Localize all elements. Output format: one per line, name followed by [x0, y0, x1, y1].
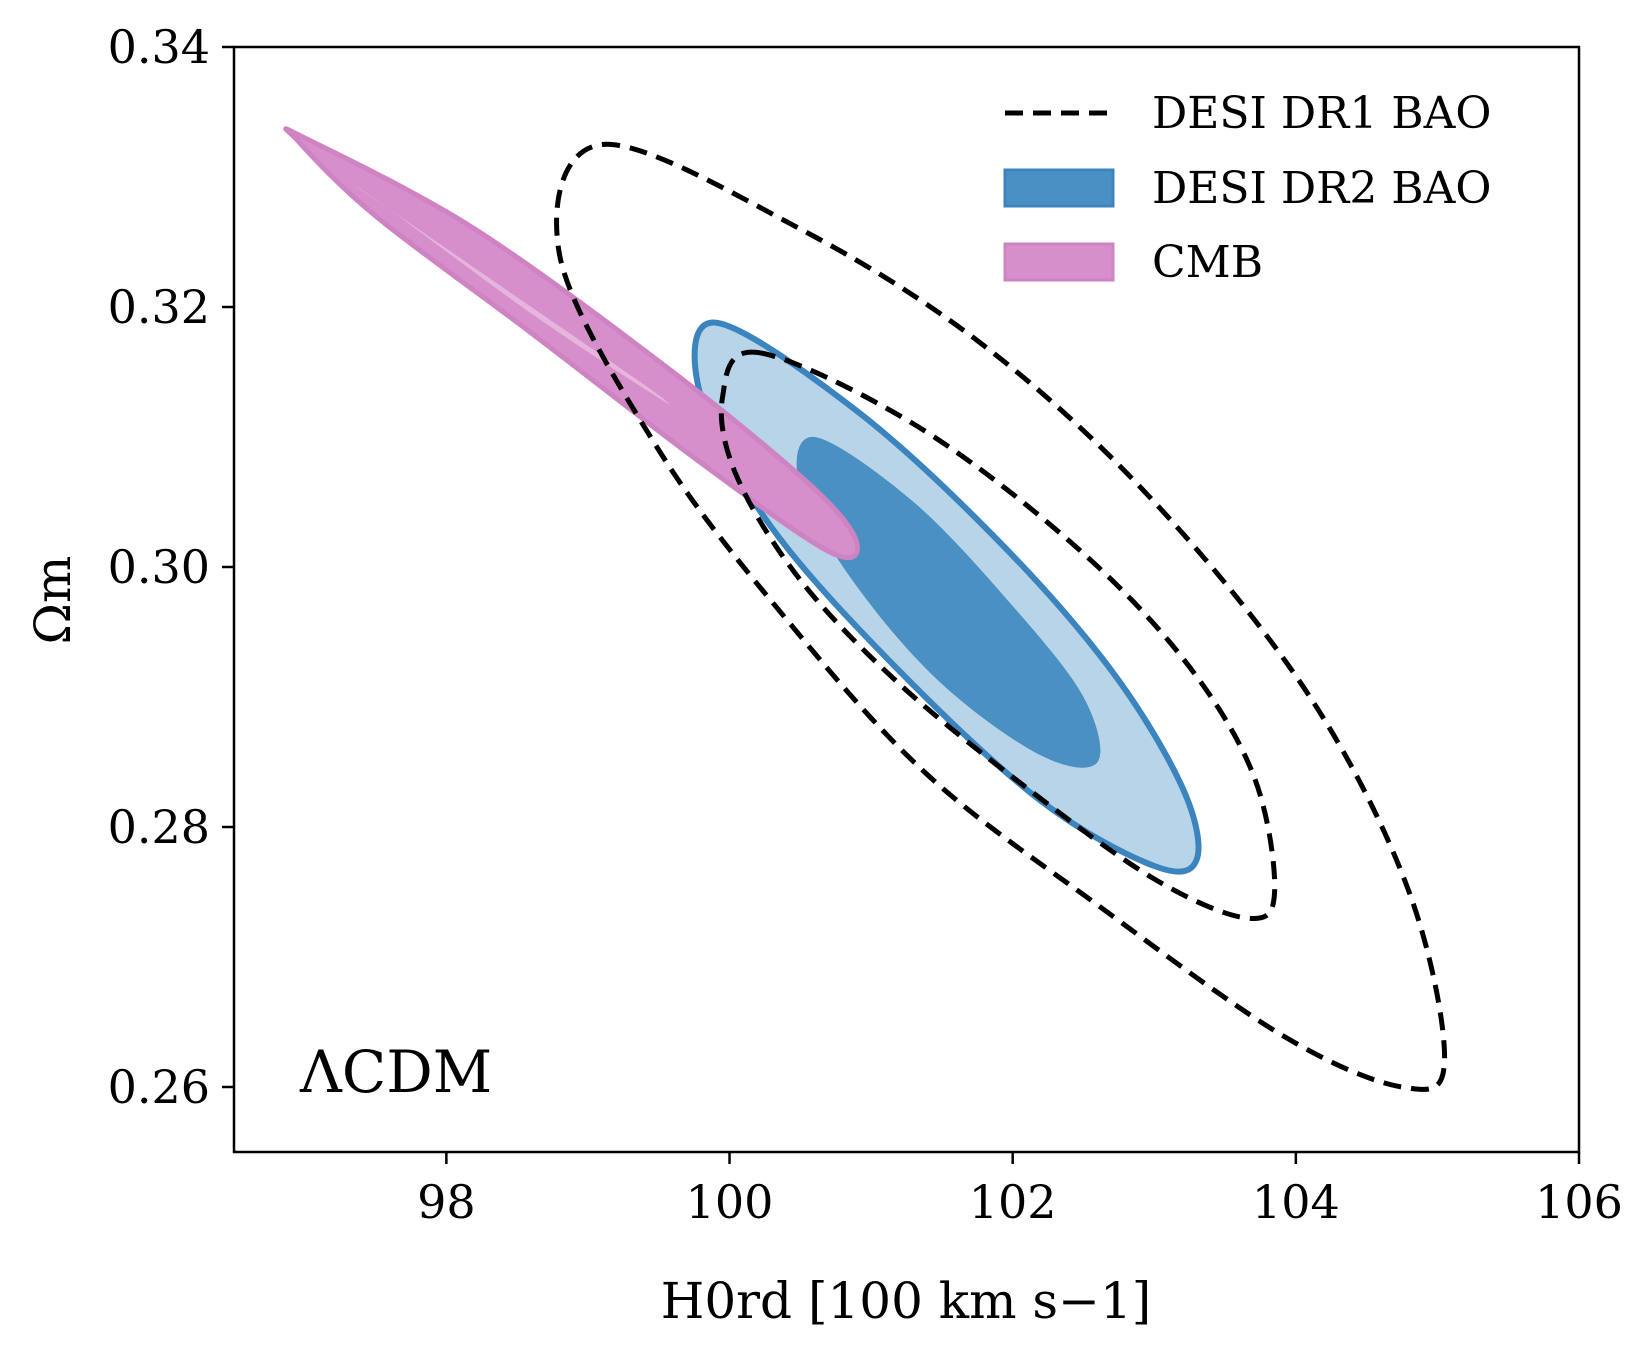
y-tick-label: 0.28: [108, 800, 210, 854]
y-tick-label: 0.34: [108, 20, 210, 74]
y-tick-label: 0.30: [108, 540, 210, 594]
x-tick-label: 102: [969, 1175, 1057, 1229]
x-tick-label: 106: [1535, 1175, 1623, 1229]
x-tick-label: 104: [1252, 1175, 1340, 1229]
y-tick-label: 0.26: [108, 1060, 210, 1114]
legend-handle-filled: [1003, 242, 1115, 282]
axis-ticks: 98 100 102 104 106 0.26 0.28 0.30 0.32 0.34: [108, 20, 1623, 1229]
x-axis-label-text: H0rd [100 km s−1]: [661, 1272, 1152, 1330]
dr2-contour-2sigma-edge: [691, 319, 1202, 875]
dr1-contour-1sigma: [718, 349, 1278, 921]
legend: DESI DR1 BAO DESI DR2 BAO CMB: [1003, 88, 1491, 288]
contour-layer: [283, 126, 1448, 1092]
plot-frame: [232, 45, 1581, 1154]
legend-label: CMB: [1152, 237, 1263, 288]
y-axis-label: Ωm: [24, 556, 82, 645]
y-axis-label-text: Ωm: [24, 556, 82, 645]
annotation-lcdm: ΛCDM: [299, 1038, 492, 1106]
legend-label: DESI DR2 BAO: [1152, 163, 1491, 214]
dr1-contour-2sigma: [554, 141, 1448, 1092]
cmb-contour-2sigma: [283, 126, 860, 561]
legend-handle-filled: [1003, 168, 1115, 208]
cmb-contour-1sigma: [353, 184, 670, 405]
dr2-contour-1sigma: [796, 436, 1101, 768]
y-tick-label: 0.32: [108, 280, 210, 334]
x-axis-label: H0rd [100 km s−1]: [661, 1272, 1152, 1330]
legend-label: DESI DR1 BAO: [1152, 88, 1491, 139]
x-tick-label: 98: [417, 1175, 476, 1229]
x-tick-label: 100: [686, 1175, 774, 1229]
